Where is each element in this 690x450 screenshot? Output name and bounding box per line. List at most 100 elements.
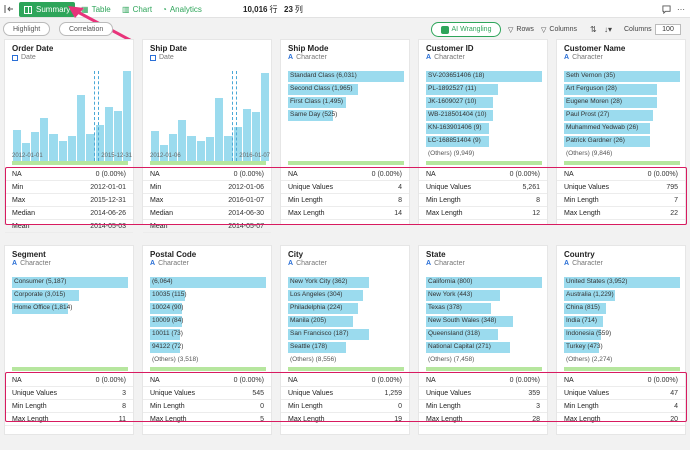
column-name[interactable]: Customer ID <box>426 44 474 53</box>
column-name[interactable]: State <box>426 250 446 259</box>
value-bar[interactable]: Second Class (1,965) <box>288 84 404 95</box>
value-bar[interactable]: New York City (362) <box>288 277 404 288</box>
value-bar[interactable]: First Class (1,495) <box>288 97 404 108</box>
column-card[interactable]: Segment A Character Consumer (5,187) Corpora… <box>4 245 134 435</box>
histogram-bar[interactable] <box>77 95 86 161</box>
value-bar[interactable]: San Francisco (187) <box>288 329 404 340</box>
histogram-bar[interactable] <box>168 134 178 161</box>
value-bar[interactable]: China (815) <box>564 303 680 314</box>
histogram-bar[interactable] <box>233 126 242 161</box>
histogram-bar[interactable] <box>159 144 168 161</box>
value-bar[interactable]: (6,064) <box>150 277 266 288</box>
column-card[interactable]: Postal Code A Character (6,064) 10035 (115) 1… <box>142 245 272 435</box>
histogram-bar[interactable] <box>40 117 49 161</box>
histogram-bar[interactable] <box>205 136 215 161</box>
tab-chart[interactable]: ▥ Chart <box>122 4 153 14</box>
histogram-bar[interactable] <box>178 119 187 161</box>
column-name[interactable]: Ship Mode <box>288 44 329 53</box>
ai-wrangling-button[interactable]: AI Wrangling <box>431 22 501 37</box>
histogram-bar[interactable] <box>242 108 252 161</box>
value-bar[interactable]: Queensland (318) <box>426 329 542 340</box>
histogram-bar[interactable] <box>187 135 196 161</box>
column-card[interactable]: Ship Mode A Character Standard Class (6,031… <box>280 39 410 225</box>
histogram-bar[interactable] <box>21 143 30 161</box>
column-name[interactable]: Ship Date <box>150 44 187 53</box>
value-bar[interactable]: Texas (378) <box>426 303 542 314</box>
histogram-bar[interactable] <box>67 135 77 161</box>
value-bar[interactable]: SV-203651406 (18) <box>426 71 542 82</box>
columns-filter-button[interactable]: ▽ Columns <box>541 26 578 34</box>
value-bar[interactable]: United States (3,952) <box>564 277 680 288</box>
value-bar[interactable]: Seth Vernon (35) <box>564 71 680 82</box>
tab-summary[interactable]: Summary <box>19 2 75 17</box>
value-bar[interactable]: Paul Prost (27) <box>564 110 680 121</box>
value-bar[interactable]: 94122 (72) <box>150 342 266 353</box>
value-bar[interactable]: 10011 (73) <box>150 329 266 340</box>
value-bar[interactable]: California (800) <box>426 277 542 288</box>
rows-filter-button[interactable]: ▽ Rows <box>508 26 534 34</box>
value-bar[interactable]: Indonesia (559) <box>564 329 680 340</box>
column-card[interactable]: Ship Date Date 2012-01-06 2016-01-07 NA 0 (0.… <box>142 39 272 233</box>
value-bar[interactable]: New York (443) <box>426 290 542 301</box>
date-histogram[interactable]: 2012-01-06 2016-01-07 <box>150 70 270 161</box>
histogram-bar[interactable] <box>12 129 21 161</box>
histogram-bar[interactable] <box>95 125 104 161</box>
value-bar[interactable]: 10024 (90) <box>150 303 266 314</box>
value-bar[interactable]: 10009 (84) <box>150 316 266 327</box>
column-card[interactable]: State A Character California (800) New York … <box>418 245 548 435</box>
tab-table[interactable]: ▦ Table <box>81 4 111 14</box>
column-name[interactable]: Country <box>564 250 595 259</box>
value-bar[interactable]: Seattle (178) <box>288 342 404 353</box>
value-bar[interactable]: Patrick Gardner (26) <box>564 136 680 147</box>
value-bar[interactable]: Consumer (5,187) <box>12 277 128 288</box>
sort-dropdown-icon[interactable]: ↓▾ <box>604 25 613 34</box>
value-bar[interactable]: Turkey (473) <box>564 342 680 353</box>
column-card[interactable]: Country A Character United States (3,952) Au… <box>556 245 686 435</box>
column-card[interactable]: Customer ID A Character SV-203651406 (18) PL… <box>418 39 548 225</box>
value-bar[interactable]: Muhammed Yedwab (26) <box>564 123 680 134</box>
sort-icon[interactable]: ⇅ <box>590 25 597 34</box>
column-card[interactable]: City A Character New York City (362) Los Ang… <box>280 245 410 435</box>
histogram-bar[interactable] <box>86 134 95 161</box>
column-card[interactable]: Customer Name A Character Seth Vernon (35) A… <box>556 39 686 225</box>
value-bar[interactable]: LC-168851404 (9) <box>426 136 542 147</box>
tab-analytics[interactable]: ◔ Analytics <box>162 4 202 14</box>
value-bar[interactable]: PL-1892527 (11) <box>426 84 542 95</box>
value-bar[interactable]: Standard Class (6,031) <box>288 71 404 82</box>
value-bar[interactable]: WB-218501404 (10) <box>426 110 542 121</box>
value-bar[interactable]: Australia (1,229) <box>564 290 680 301</box>
highlight-button[interactable]: Highlight <box>3 22 51 36</box>
value-bar[interactable]: Corporate (3,015) <box>12 290 128 301</box>
column-card[interactable]: Order Date Date 2012-01-01 2015-12-31 NA 0 (0… <box>4 39 134 233</box>
histogram-bar[interactable] <box>261 72 270 161</box>
collapse-sidebar-icon[interactable] <box>4 0 14 18</box>
columns-per-page-input[interactable]: 100 <box>655 24 681 35</box>
histogram-bar[interactable] <box>224 135 233 161</box>
histogram-bar[interactable] <box>114 110 123 161</box>
value-bar[interactable]: National Capital (271) <box>426 342 542 353</box>
column-name[interactable]: City <box>288 250 304 259</box>
histogram-bar[interactable] <box>196 141 205 161</box>
histogram-bar[interactable] <box>123 71 132 161</box>
histogram-bar[interactable] <box>49 134 58 161</box>
value-bar[interactable]: Same Day (525) <box>288 110 404 121</box>
value-bar[interactable]: KN-163901406 (9) <box>426 123 542 134</box>
column-name[interactable]: Customer Name <box>564 44 626 53</box>
more-icon[interactable]: ⋯ <box>677 4 685 14</box>
histogram-bar[interactable] <box>252 111 261 161</box>
comment-icon[interactable] <box>662 0 671 18</box>
value-bar[interactable]: Art Ferguson (28) <box>564 84 680 95</box>
value-bar[interactable]: India (714) <box>564 316 680 327</box>
histogram-bar[interactable] <box>150 131 159 161</box>
value-bar[interactable]: Eugene Moren (28) <box>564 97 680 108</box>
histogram-bar[interactable] <box>104 107 114 161</box>
correlation-button[interactable]: Correlation <box>59 22 114 36</box>
column-name[interactable]: Segment <box>12 250 46 259</box>
value-bar[interactable]: Philadelphia (224) <box>288 303 404 314</box>
histogram-bar[interactable] <box>30 132 40 161</box>
value-bar[interactable]: JK-1609027 (10) <box>426 97 542 108</box>
value-bar[interactable]: 10035 (115) <box>150 290 266 301</box>
column-name[interactable]: Postal Code <box>150 250 197 259</box>
value-bar[interactable]: Los Angeles (304) <box>288 290 404 301</box>
column-name[interactable]: Order Date <box>12 44 54 53</box>
